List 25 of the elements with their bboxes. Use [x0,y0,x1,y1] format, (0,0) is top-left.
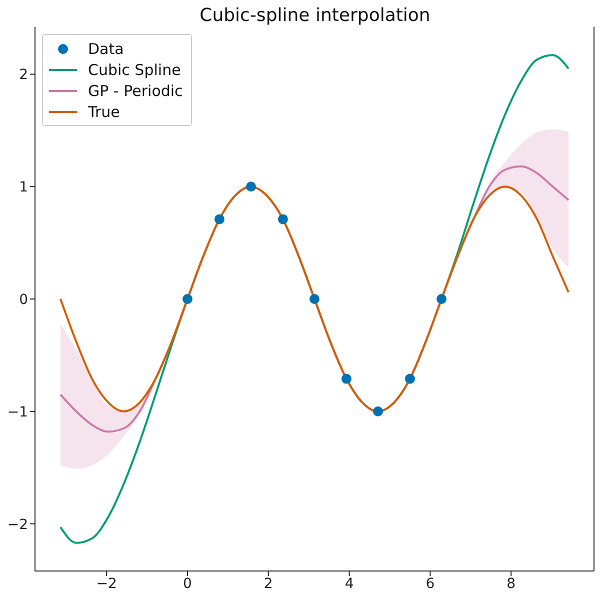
legend-label: GP - Periodic [88,82,183,100]
y-tick-label: 2 [19,67,28,84]
x-tick-label: 6 [426,576,435,592]
point [404,374,415,384]
y-tick-label: 0 [19,292,28,308]
point [310,294,320,304]
legend-label: Data [88,40,124,58]
legend-label: Cubic Spline [88,60,181,78]
y-tick-label: 1 [19,180,28,196]
chart-title: Cubic-spline interpolation [198,5,432,26]
point [278,214,288,224]
y-tick-label: −1 [7,404,28,420]
x-tick-label: 2 [264,576,273,592]
point [246,182,256,192]
point [182,294,192,304]
point [373,406,384,416]
x-tick-label: −2 [96,576,117,592]
x-tick-label: 8 [506,576,516,592]
legend-label: True [88,102,120,120]
y-tick-label: −2 [7,516,28,533]
point [436,294,447,304]
point [341,374,352,384]
x-tick-label: 0 [183,576,192,592]
point [214,214,224,224]
x-tick-label: 4 [344,576,354,592]
